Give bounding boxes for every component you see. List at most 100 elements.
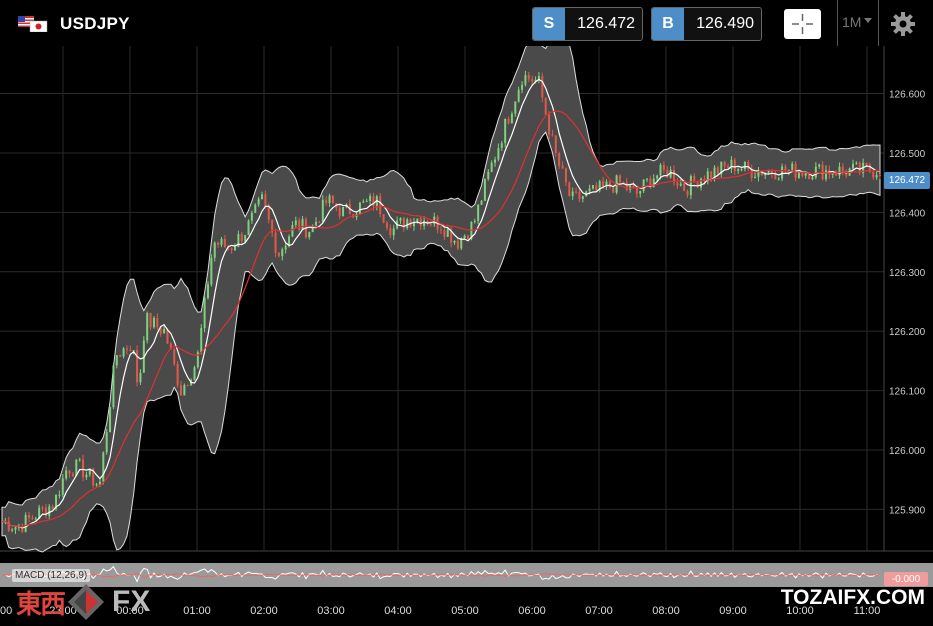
candle-body: [166, 329, 169, 344]
candle-body: [811, 177, 814, 180]
candle-body: [362, 201, 365, 203]
candle-body: [95, 484, 98, 486]
price-chart[interactable]: 126.600 126.500 126.400 126.300 126.200 126.1…: [0, 46, 933, 626]
timeframe-selector[interactable]: 1M: [842, 14, 862, 30]
x-tick-label: 04:00: [384, 605, 412, 617]
candle-body: [71, 473, 74, 476]
candle-body: [666, 169, 669, 178]
candle-body: [622, 181, 625, 183]
candle-body: [203, 297, 206, 329]
y-tick-label: 125.900: [889, 505, 926, 516]
candle-body: [163, 329, 166, 334]
candle-body: [169, 343, 172, 350]
candle-body: [392, 228, 395, 236]
candle-body: [48, 506, 51, 516]
candle-body: [801, 172, 804, 176]
chevron-down-icon[interactable]: [864, 18, 872, 23]
candle-body: [176, 363, 179, 386]
candle-body: [858, 162, 861, 173]
candle-body: [237, 234, 240, 247]
candle-body: [838, 166, 841, 176]
candle-body: [240, 234, 243, 242]
candle-body: [44, 507, 47, 516]
candle-body: [274, 232, 277, 253]
candle-body: [342, 206, 345, 217]
symbol-name: USDJPY: [60, 14, 130, 33]
candle-body: [558, 152, 561, 166]
crosshair-button[interactable]: [784, 9, 821, 39]
candle-body: [34, 518, 37, 520]
candle-body: [554, 135, 557, 153]
candle-body: [291, 225, 294, 237]
candle-body: [196, 352, 199, 368]
sell-quote-button[interactable]: S 126.472: [532, 7, 643, 41]
fx-diamond-icon: [68, 584, 105, 620]
candle-body: [102, 452, 105, 482]
candle-body: [879, 174, 881, 177]
candle-body: [115, 355, 118, 366]
logo-fx: FX: [112, 585, 151, 618]
candle-body: [544, 97, 547, 115]
candle-body: [733, 159, 736, 171]
candle-body: [250, 212, 253, 221]
candle-body: [571, 191, 574, 197]
candle-body: [797, 172, 800, 178]
candle-body: [679, 183, 682, 186]
candle-body: [723, 162, 726, 167]
candle-body: [28, 515, 31, 518]
candle-body: [385, 222, 388, 229]
candle-body: [379, 196, 382, 215]
candle-body: [700, 178, 703, 188]
candle-body: [311, 225, 314, 233]
candle-body: [784, 166, 787, 172]
candle-body: [75, 459, 78, 476]
tozaifx-logo: 東西 FX: [16, 582, 150, 622]
candle-body: [602, 181, 605, 187]
candle-body: [591, 185, 594, 189]
gear-icon[interactable]: [890, 11, 916, 37]
candle-body: [409, 219, 412, 227]
candle-body: [635, 187, 638, 194]
bollinger-area: [1, 46, 881, 553]
candle-body: [575, 191, 578, 193]
candle-body: [109, 407, 112, 433]
candle-body: [710, 171, 713, 178]
candle-body: [264, 194, 267, 207]
candle-body: [183, 385, 186, 396]
buy-tag: B: [652, 8, 684, 40]
candle-body: [767, 170, 770, 173]
candle-body: [483, 179, 486, 201]
candle-body: [524, 75, 527, 85]
bollinger-band: [1, 46, 881, 553]
candle-body: [284, 245, 287, 250]
candle-body: [206, 284, 209, 298]
candle-body: [713, 167, 716, 178]
candle-body: [247, 220, 250, 236]
buy-quote-button[interactable]: B 126.490: [651, 7, 762, 41]
candle-body: [632, 185, 635, 188]
candle-body: [662, 164, 665, 170]
candle-body: [298, 220, 301, 231]
candle-body: [487, 171, 490, 180]
candle-body: [146, 312, 149, 341]
candle-body: [402, 218, 405, 228]
candle-body: [770, 170, 773, 174]
candle-body: [156, 317, 159, 328]
candle-body: [673, 169, 676, 183]
candle-body: [14, 527, 17, 530]
chart-grid: [0, 46, 933, 552]
candle-body: [706, 171, 709, 182]
candle-body: [399, 218, 402, 221]
candle-body: [467, 235, 470, 240]
candle-body: [835, 173, 838, 176]
candle-body: [743, 161, 746, 170]
candle-body: [223, 238, 226, 248]
candle-body: [119, 355, 122, 357]
candle-body: [217, 242, 220, 245]
macd-label: MACD (12,26,9): [12, 569, 91, 582]
candle-body: [443, 230, 446, 237]
candle-body: [639, 191, 642, 194]
candle-body: [193, 367, 196, 380]
x-tick-label: 01:00: [183, 605, 211, 617]
candle-body: [477, 204, 480, 221]
